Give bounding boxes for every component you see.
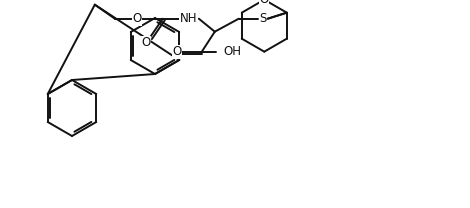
Text: NH: NH xyxy=(180,12,197,25)
Text: O: O xyxy=(259,0,269,6)
Text: S: S xyxy=(259,12,266,25)
Text: O: O xyxy=(132,12,141,25)
Text: OH: OH xyxy=(224,45,242,58)
Text: O: O xyxy=(172,45,181,58)
Text: O: O xyxy=(141,36,150,49)
